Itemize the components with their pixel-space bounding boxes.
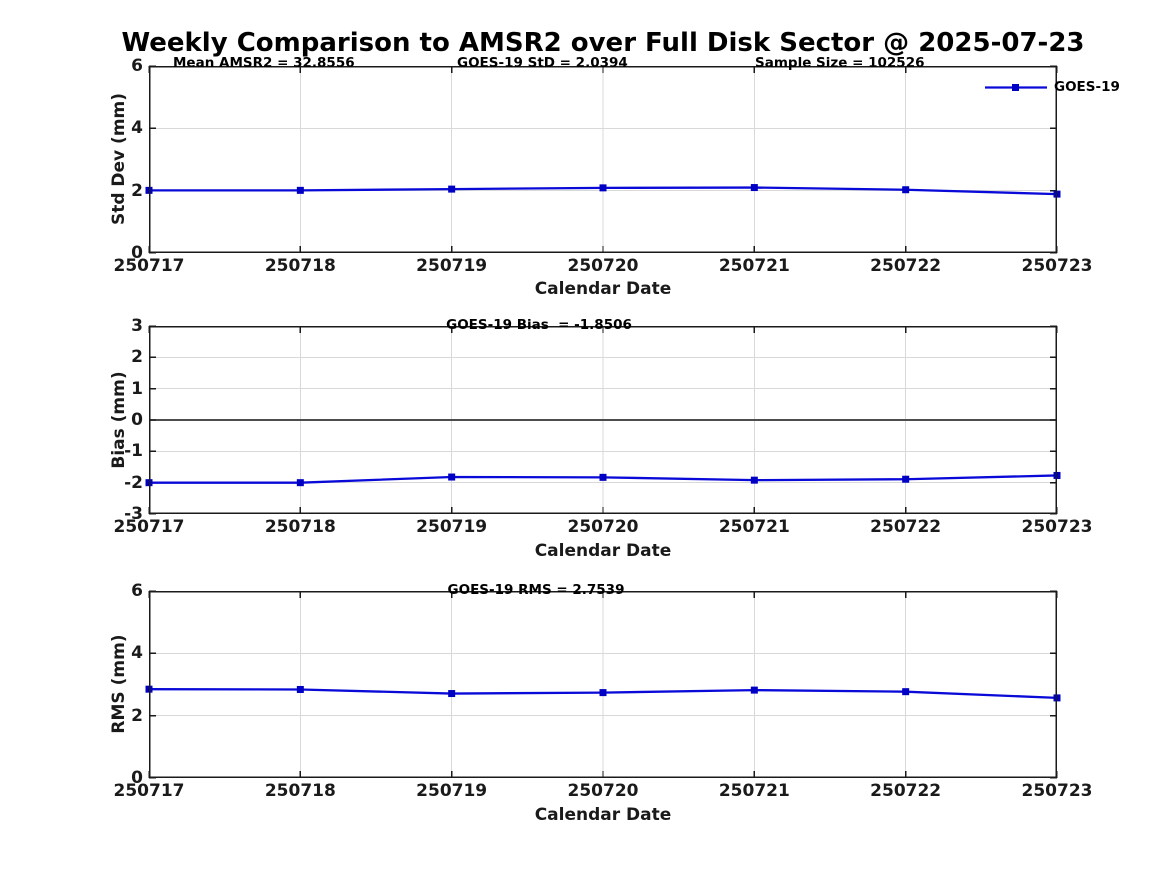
y-tick-label: 0 (131, 410, 143, 430)
y-tick-label: -1 (124, 441, 143, 462)
x-tick-label: 250721 (718, 256, 790, 276)
goes19-std-annotation: GOES-19 StD = 2.0394 (457, 55, 628, 71)
x-tick-label: 250719 (416, 256, 488, 276)
y-tick-label: 4 (131, 118, 143, 139)
x-tick-label: 250722 (870, 517, 942, 537)
x-tick-label: 250717 (113, 781, 185, 801)
x-tick-label: 250723 (1021, 517, 1093, 537)
y-tick-label: 0 (131, 768, 143, 788)
x-tick-label: 250718 (264, 781, 336, 801)
goes19-rms-annotation: GOES-19 RMS = 2.7539 (447, 582, 625, 598)
x-tick-label: 250719 (416, 781, 488, 801)
y-tick-label: 6 (131, 56, 143, 76)
x-tick-label: 250718 (264, 256, 336, 276)
mean-amsr2-annotation: Mean AMSR2 = 32.8556 (173, 55, 355, 71)
x-tick-label: 250722 (870, 256, 942, 276)
legend-line-sample (985, 83, 1047, 91)
sample-size-annotation: Sample Size = 102526 (755, 55, 925, 71)
x-tick-label: 250717 (113, 517, 185, 537)
x-tick-label: 250721 (718, 781, 790, 801)
y-tick-label: -2 (124, 472, 143, 493)
x-tick-label: 250719 (416, 517, 488, 537)
legend: GOES-19 (985, 79, 1120, 95)
x-tick-label: 250722 (870, 781, 942, 801)
y-tick-label: -3 (124, 504, 143, 524)
x-tick-label: 250717 (113, 256, 185, 276)
y-tick-label: 0 (131, 243, 143, 263)
y-tick-label: 2 (131, 705, 143, 726)
goes19-bias-annotation: GOES-19 Bias = -1.8506 (446, 317, 632, 333)
x-tick-label: 250720 (567, 781, 639, 801)
x-tick-label: 250718 (264, 517, 336, 537)
y-tick-label: 1 (131, 378, 143, 399)
y-tick-label: 4 (131, 643, 143, 664)
y-tick-label: 6 (131, 581, 143, 601)
rms-plot-area (145, 590, 1061, 779)
y-tick-label: 2 (131, 180, 143, 201)
rms-x-axis-label: Calendar Date (534, 805, 672, 825)
y-tick-label: 3 (131, 316, 143, 336)
bias-x-axis-label: Calendar Date (534, 541, 672, 561)
x-tick-label: 250723 (1021, 781, 1093, 801)
stddev-plot-area (145, 65, 1061, 254)
x-tick-label: 250723 (1021, 256, 1093, 276)
stddev-x-axis-label: Calendar Date (534, 279, 672, 299)
y-tick-label: 2 (131, 347, 143, 368)
x-tick-label: 250721 (718, 517, 790, 537)
stddev-y-axis-label: Std Dev (mm) (109, 92, 129, 226)
figure-title: Weekly Comparison to AMSR2 over Full Dis… (121, 28, 1085, 58)
x-tick-label: 250720 (567, 256, 639, 276)
x-tick-label: 250720 (567, 517, 639, 537)
legend-label: GOES-19 (1054, 79, 1120, 95)
bias-plot-area (145, 325, 1061, 515)
